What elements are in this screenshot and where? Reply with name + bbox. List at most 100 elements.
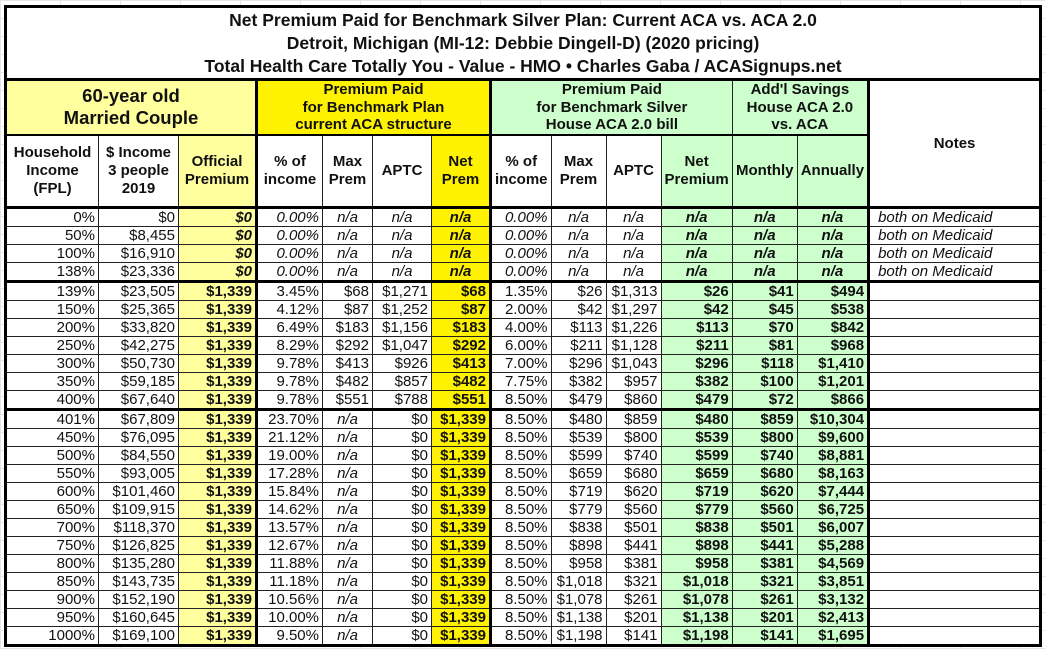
cell-official-premium: $1,339: [178, 517, 258, 537]
cell-current-net-prem: $1,339: [431, 499, 492, 519]
cell-current-aptc: $0: [372, 499, 432, 519]
cell-aca2-max-prem: n/a: [550, 261, 607, 283]
cell-aca2-net-premium: $898: [660, 535, 733, 555]
cell-current-max-prem: $482: [322, 371, 373, 391]
cell-aca2-net-premium: $42: [660, 299, 733, 319]
cell-aca2-max-prem: $26: [550, 280, 607, 301]
cell-savings-monthly: $100: [731, 371, 798, 391]
cell-current-aptc: $1,252: [372, 299, 432, 319]
cell-current-max-prem: n/a: [322, 206, 373, 227]
cell-note: both on Medicaid: [868, 206, 1042, 227]
column-header-current-pct-income: % of income: [256, 134, 323, 209]
cell-aca2-pct-income: 8.50%: [490, 517, 552, 537]
cell-savings-monthly: $859: [731, 408, 798, 429]
cell-official-premium: $1,339: [178, 481, 258, 501]
cell-official-premium: $1,339: [178, 335, 258, 355]
cell-aca2-max-prem: $599: [550, 445, 607, 465]
cell-current-pct-income: 9.78%: [256, 353, 323, 373]
cell-aca2-pct-income: 8.50%: [490, 499, 552, 519]
cell-savings-annually: $842: [796, 317, 871, 337]
cell-aca2-pct-income: 8.50%: [490, 589, 552, 609]
cell-current-pct-income: 19.00%: [256, 445, 323, 465]
cell-income: $84,550: [98, 445, 179, 465]
cell-current-aptc: $788: [372, 389, 432, 411]
table-row: 600% $101,460 $1,339 15.84% n/a $0 $1,339 8.50%…: [5, 481, 1042, 501]
cell-income: $135,280: [98, 553, 179, 573]
cell-current-pct-income: 10.56%: [256, 589, 323, 609]
cell-savings-annually: $8,881: [796, 445, 871, 465]
cell-current-max-prem: n/a: [322, 481, 373, 501]
cell-income: $93,005: [98, 463, 179, 483]
table-row: 138% $23,336 $0 0.00% n/a n/a n/a 0.00% n/a n/a n/…: [5, 261, 1042, 283]
cell-official-premium: $1,339: [178, 445, 258, 465]
cell-fpl: 150%: [5, 299, 99, 319]
column-header-aca2-max-prem: Max Prem: [550, 134, 607, 209]
cell-aca2-pct-income: 8.50%: [490, 427, 552, 447]
cell-income: $160,645: [98, 607, 179, 627]
cell-aca2-aptc: n/a: [605, 261, 662, 283]
table-row: 1000% $169,100 $1,339 9.50% n/a $0 $1,339 8.50%…: [5, 625, 1042, 646]
cell-official-premium: $1,339: [178, 463, 258, 483]
column-header-aca2-net-premium: Net Premium: [660, 134, 733, 209]
cell-aca2-net-premium: $296: [660, 353, 733, 373]
cell-official-premium: $1,339: [178, 571, 258, 591]
cell-aca2-pct-income: 0.00%: [490, 243, 552, 263]
table-row: 800% $135,280 $1,339 11.88% n/a $0 $1,339 8.50%…: [5, 553, 1042, 573]
cell-aca2-pct-income: 8.50%: [490, 463, 552, 483]
cell-current-pct-income: 8.29%: [256, 335, 323, 355]
cell-income: $118,370: [98, 517, 179, 537]
column-header-aca2-aptc: APTC: [605, 134, 662, 209]
title-line-3: Total Health Care Totally You - Value - …: [204, 55, 842, 76]
cell-aca2-net-premium: $480: [660, 408, 733, 429]
cell-current-pct-income: 12.67%: [256, 535, 323, 555]
cell-savings-monthly: $141: [731, 625, 798, 646]
table-row: 350% $59,185 $1,339 9.78% $482 $857 $482 7.75% $…: [5, 371, 1042, 391]
cell-current-aptc: $0: [372, 553, 432, 573]
cell-fpl: 550%: [5, 463, 99, 483]
cell-income: $25,365: [98, 299, 179, 319]
cell-savings-monthly: n/a: [731, 225, 798, 245]
cell-aca2-max-prem: n/a: [550, 243, 607, 263]
cell-savings-monthly: n/a: [731, 261, 798, 283]
cell-fpl: 500%: [5, 445, 99, 465]
cell-savings-annually: $10,304: [796, 408, 871, 429]
cell-current-max-prem: n/a: [322, 225, 373, 245]
cell-savings-monthly: $45: [731, 299, 798, 319]
cell-aca2-net-premium: $113: [660, 317, 733, 337]
cell-current-net-prem: n/a: [431, 206, 492, 227]
cell-savings-annually: $8,163: [796, 463, 871, 483]
cell-income: $76,095: [98, 427, 179, 447]
cell-savings-annually: $5,288: [796, 535, 871, 555]
cell-aca2-aptc: $859: [605, 408, 662, 429]
cell-current-aptc: $0: [372, 517, 432, 537]
cell-current-aptc: $0: [372, 607, 432, 627]
cell-aca2-aptc: $620: [605, 481, 662, 501]
cell-current-aptc: $0: [372, 589, 432, 609]
cell-aca2-pct-income: 6.00%: [490, 335, 552, 355]
cell-current-pct-income: 0.00%: [256, 225, 323, 245]
cell-note: [868, 408, 1042, 429]
column-header-current-net-prem: Net Prem: [431, 134, 492, 209]
cell-fpl: 850%: [5, 571, 99, 591]
cell-current-max-prem: $87: [322, 299, 373, 319]
cell-aca2-max-prem: $296: [550, 353, 607, 373]
cell-aca2-aptc: $560: [605, 499, 662, 519]
cell-aca2-max-prem: $779: [550, 499, 607, 519]
cell-fpl: 400%: [5, 389, 99, 411]
cell-current-net-prem: $413: [431, 353, 492, 373]
cell-income: $23,336: [98, 261, 179, 283]
cell-aca2-net-premium: $1,078: [660, 589, 733, 609]
cell-savings-monthly: $501: [731, 517, 798, 537]
cell-current-net-prem: n/a: [431, 225, 492, 245]
cell-official-premium: $1,339: [178, 607, 258, 627]
group-household: 60-year old Married Couple: [5, 79, 258, 136]
cell-current-aptc: $0: [372, 427, 432, 447]
cell-savings-monthly: $680: [731, 463, 798, 483]
cell-aca2-max-prem: $479: [550, 389, 607, 411]
cell-income: $67,809: [98, 408, 179, 429]
cell-current-aptc: $0: [372, 571, 432, 591]
cell-fpl: 800%: [5, 553, 99, 573]
cell-current-max-prem: n/a: [322, 553, 373, 573]
cell-current-net-prem: $551: [431, 389, 492, 411]
title-line-1: Net Premium Paid for Benchmark Silver Pl…: [229, 9, 817, 30]
